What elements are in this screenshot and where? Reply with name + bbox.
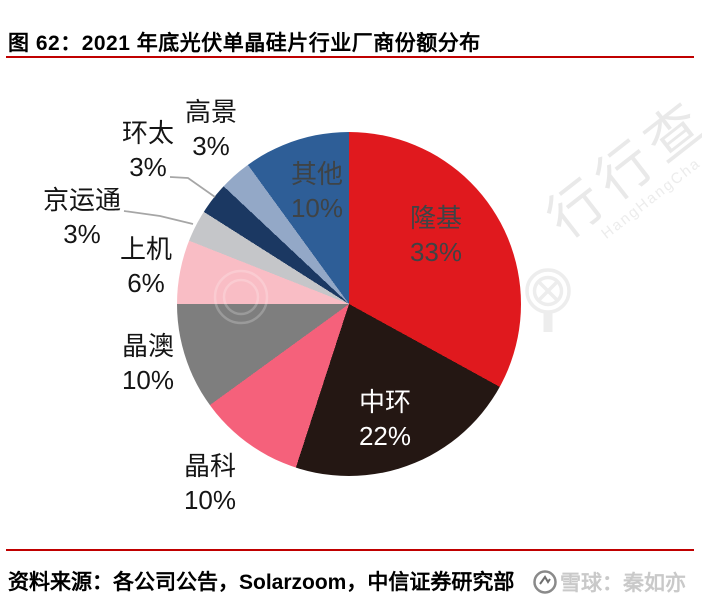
slice-value: 3%	[63, 219, 101, 249]
slice-value: 6%	[127, 268, 165, 298]
magnifier-logo-icon	[525, 268, 571, 332]
pie-chart	[177, 132, 521, 476]
slice-name: 环太	[121, 118, 175, 148]
pie-slice-label-7: 高景 3%	[185, 95, 237, 163]
slice-name: 京运通	[42, 185, 122, 215]
slice-name: 晶澳	[121, 331, 175, 361]
slice-name: 晶科	[183, 451, 237, 481]
slice-name: 上机	[119, 234, 173, 264]
source-note: 资料来源：各公司公告，Solarzoom，中信证券研究部	[8, 571, 515, 594]
slice-value: 3%	[192, 131, 230, 161]
slice-value: 10%	[121, 365, 175, 395]
slice-value: 33%	[409, 237, 463, 267]
pie-slice-label-0: 隆基 33%	[410, 201, 462, 269]
slice-name: 中环	[358, 387, 412, 417]
pie-slice-label-2: 晶科 10%	[184, 449, 236, 517]
leader-line-huantai	[169, 176, 216, 198]
pie-slice-label-5: 京运通 3%	[43, 183, 121, 251]
slice-value: 10%	[183, 485, 237, 515]
slice-value: 22%	[358, 421, 412, 451]
slice-name: 其他	[290, 159, 344, 189]
leader-line-jingyuntong	[123, 210, 194, 225]
pie-slice-label-8: 其他 10%	[291, 157, 343, 225]
source-rule-line	[6, 549, 694, 551]
slice-name: 隆基	[409, 203, 463, 233]
title-rule-line	[6, 56, 694, 58]
pie-slice-label-4: 上机 6%	[120, 232, 172, 300]
hanghangcha-watermark: 行行查 HangHangCha	[521, 77, 702, 276]
pie-slice-label-6: 环太 3%	[122, 116, 174, 184]
pie-slice-label-3: 晶澳 10%	[122, 329, 174, 397]
slice-name: 高景	[184, 97, 238, 127]
slice-value: 10%	[290, 193, 344, 223]
pie-slice-label-1: 中环 22%	[359, 385, 411, 453]
figure-title: 图 62：2021 年底光伏单晶硅片行业厂商份额分布	[8, 32, 481, 55]
slice-value: 3%	[129, 152, 167, 182]
hanghangcha-watermark-en: HangHangCha	[598, 154, 702, 243]
hanghangcha-watermark-cn: 行行查	[536, 88, 702, 250]
